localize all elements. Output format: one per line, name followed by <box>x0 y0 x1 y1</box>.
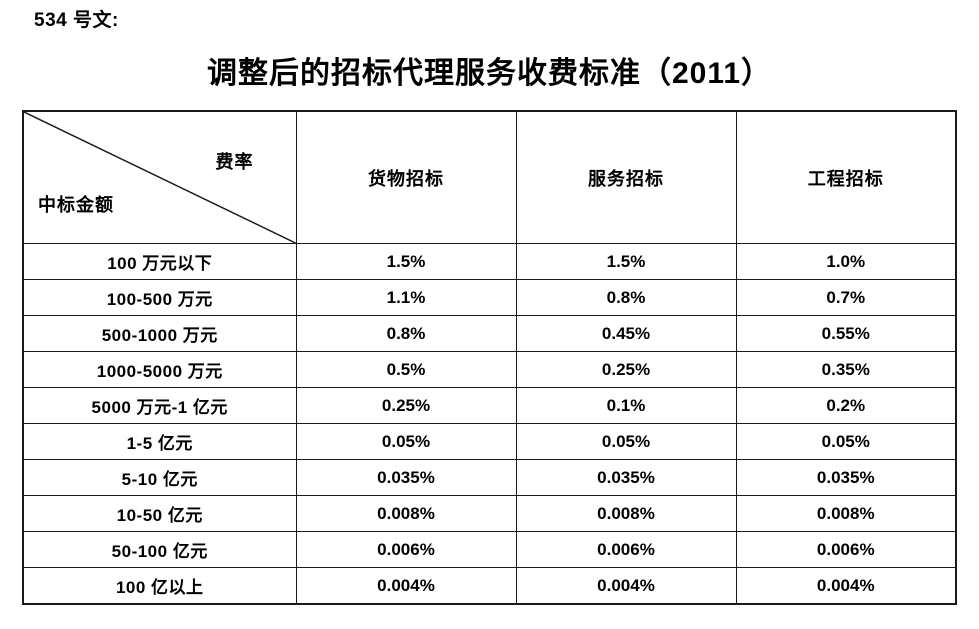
rate-value-cell: 0.004% <box>295 567 517 605</box>
row-label: 100 亿以上 <box>22 567 297 605</box>
column-header: 服务招标 <box>515 110 737 244</box>
diagonal-line-icon <box>24 112 296 243</box>
row-label: 100 万元以下 <box>22 243 297 280</box>
corner-label-bid-amount: 中标金额 <box>38 195 114 215</box>
rate-value-cell: 0.008% <box>515 495 737 532</box>
fee-table-body: 100 万元以下 1.5% 1.5% 1.0% 100-500 万元 1.1% 0.8% 0.… <box>22 243 957 605</box>
row-label: 1-5 亿元 <box>22 423 297 460</box>
fee-table: 费率 中标金额 货物招标 服务招标 工程招标 100 万元以下 1.5% 1.5% 1.0… <box>22 110 957 605</box>
doc-number-label: 534 号文: <box>34 10 119 31</box>
rate-value-cell: 0.008% <box>735 495 957 532</box>
rate-value-cell: 1.1% <box>295 279 517 316</box>
rate-value-cell: 0.035% <box>295 459 517 496</box>
column-header: 工程招标 <box>735 110 957 244</box>
rate-value-cell: 0.5% <box>295 351 517 388</box>
table-row: 100 亿以上 0.004% 0.004% 0.004% <box>22 567 957 605</box>
column-header: 货物招标 <box>295 110 517 244</box>
page-title: 调整后的招标代理服务收费标准（2011） <box>206 57 773 90</box>
table-row: 500-1000 万元 0.8% 0.45% 0.55% <box>22 315 957 352</box>
rate-value-cell: 0.05% <box>295 423 517 460</box>
row-label: 1000-5000 万元 <box>22 351 297 388</box>
rate-value-cell: 0.006% <box>515 531 737 568</box>
table-row: 10-50 亿元 0.008% 0.008% 0.008% <box>22 495 957 532</box>
row-label: 100-500 万元 <box>22 279 297 316</box>
table-row: 100-500 万元 1.1% 0.8% 0.7% <box>22 279 957 316</box>
rate-value-cell: 0.004% <box>515 567 737 605</box>
rate-value-cell: 0.035% <box>735 459 957 496</box>
rate-value-cell: 0.035% <box>515 459 737 496</box>
table-row: 5-10 亿元 0.035% 0.035% 0.035% <box>22 459 957 496</box>
table-row: 5000 万元-1 亿元 0.25% 0.1% 0.2% <box>22 387 957 424</box>
rate-value-cell: 0.25% <box>295 387 517 424</box>
rate-value-cell: 0.1% <box>515 387 737 424</box>
table-row: 50-100 亿元 0.006% 0.006% 0.006% <box>22 531 957 568</box>
row-label: 5-10 亿元 <box>22 459 297 496</box>
rate-value-cell: 0.35% <box>735 351 957 388</box>
corner-header-cell: 费率 中标金额 <box>22 110 297 244</box>
table-row: 100 万元以下 1.5% 1.5% 1.0% <box>22 243 957 280</box>
table-row: 1000-5000 万元 0.5% 0.25% 0.35% <box>22 351 957 388</box>
table-row: 1-5 亿元 0.05% 0.05% 0.05% <box>22 423 957 460</box>
rate-value-cell: 0.8% <box>295 315 517 352</box>
rate-value-cell: 0.006% <box>295 531 517 568</box>
row-label: 50-100 亿元 <box>22 531 297 568</box>
rate-value-cell: 0.8% <box>515 279 737 316</box>
rate-value-cell: 1.5% <box>515 243 737 280</box>
row-label: 5000 万元-1 亿元 <box>22 387 297 424</box>
rate-value-cell: 0.006% <box>735 531 957 568</box>
row-label: 10-50 亿元 <box>22 495 297 532</box>
rate-value-cell: 0.45% <box>515 315 737 352</box>
rate-value-cell: 0.55% <box>735 315 957 352</box>
corner-label-rate: 费率 <box>215 152 254 172</box>
rate-value-cell: 0.25% <box>515 351 737 388</box>
rate-value-cell: 0.004% <box>735 567 957 605</box>
rate-value-cell: 0.008% <box>295 495 517 532</box>
rate-value-cell: 1.0% <box>735 243 957 280</box>
header-row: 费率 中标金额 货物招标 服务招标 工程招标 <box>22 110 957 244</box>
rate-value-cell: 0.7% <box>735 279 957 316</box>
rate-value-cell: 0.2% <box>735 387 957 424</box>
rate-value-cell: 1.5% <box>295 243 517 280</box>
rate-value-cell: 0.05% <box>515 423 737 460</box>
rate-value-cell: 0.05% <box>735 423 957 460</box>
row-label: 500-1000 万元 <box>22 315 297 352</box>
